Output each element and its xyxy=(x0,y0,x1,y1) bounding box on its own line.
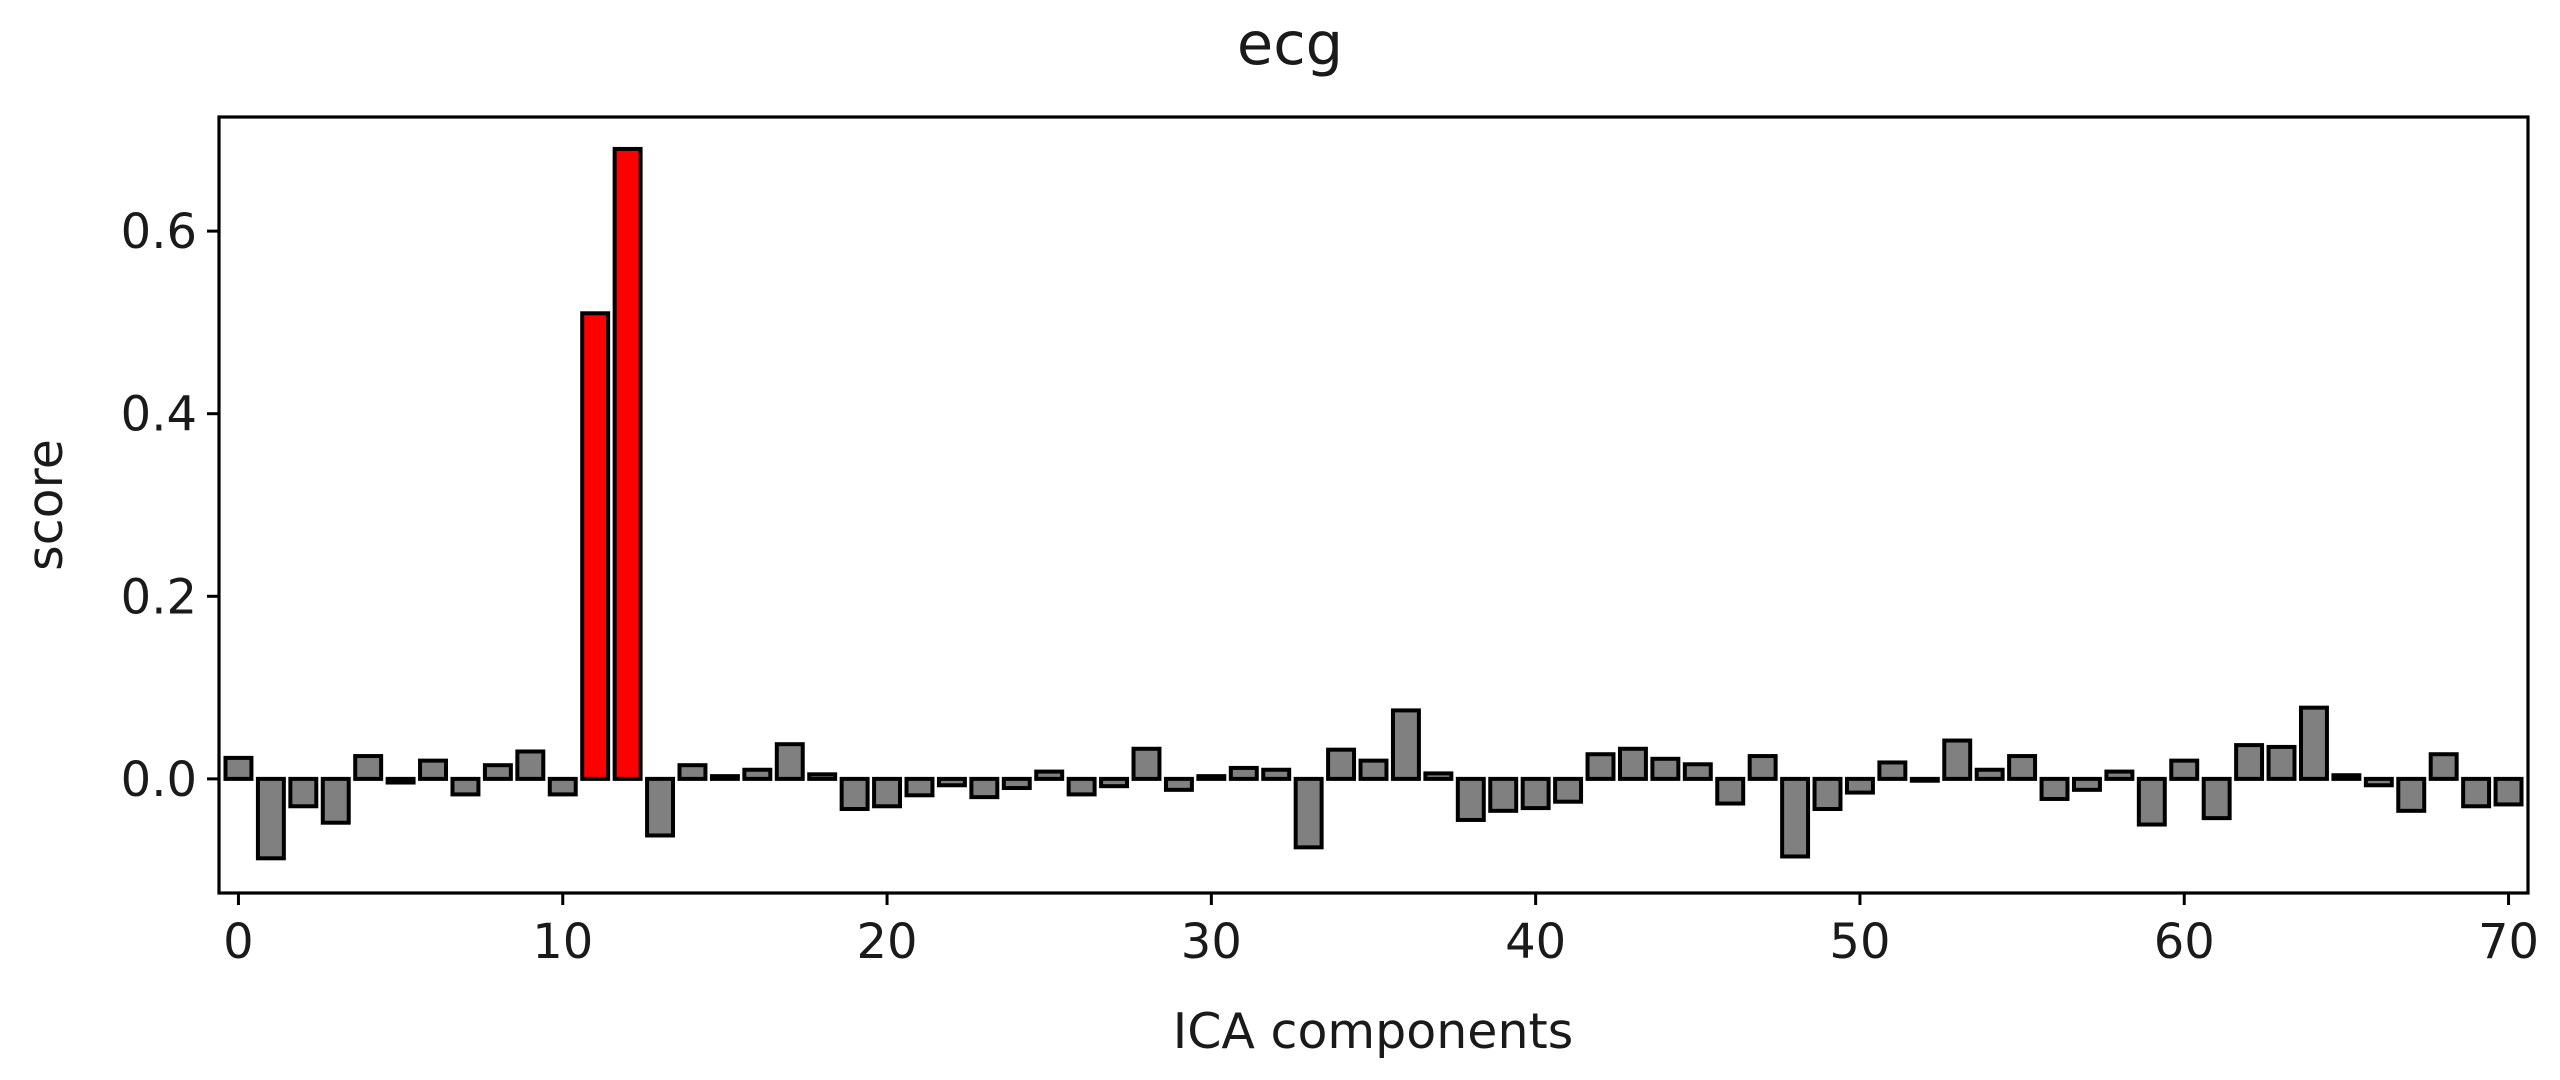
bar xyxy=(2201,776,2232,821)
bar xyxy=(1326,747,1357,781)
bar xyxy=(1488,776,1519,813)
bar xyxy=(1617,746,1648,781)
bar xyxy=(1228,765,1259,781)
bar xyxy=(1812,776,1843,812)
bar xyxy=(1585,752,1616,781)
bar xyxy=(1423,771,1454,781)
bar xyxy=(2396,776,2427,813)
bar xyxy=(1034,769,1065,781)
x-axis-ticks: 0 10 20 30 40 50 60 70 xyxy=(223,893,2539,970)
y-tick-label: 0.0 xyxy=(121,752,197,808)
bar xyxy=(742,767,773,781)
plot-frame xyxy=(217,115,2530,895)
bar-highlighted xyxy=(580,311,611,781)
bar xyxy=(482,763,513,781)
y-tick-label: 0.6 xyxy=(121,204,197,260)
bar xyxy=(677,763,708,781)
bar xyxy=(2234,743,2265,781)
bar xyxy=(2071,776,2102,792)
y-tick-label: 0.2 xyxy=(121,569,197,625)
bar xyxy=(2331,773,2362,781)
bar xyxy=(1066,776,1097,797)
bar xyxy=(353,754,384,781)
bar xyxy=(2136,776,2167,827)
bar xyxy=(2039,776,2070,801)
bar xyxy=(1163,776,1194,792)
bar xyxy=(645,776,676,838)
bar xyxy=(1650,756,1681,781)
bar xyxy=(969,776,1000,800)
x-tick-label: 50 xyxy=(1829,914,1890,970)
x-tick-label: 70 xyxy=(2478,914,2539,970)
x-axis-label: ICA components xyxy=(1173,1003,1574,1060)
bar xyxy=(1877,760,1908,781)
bar xyxy=(1099,776,1130,789)
bar xyxy=(2169,758,2200,781)
x-tick-label: 0 xyxy=(223,914,254,970)
bar xyxy=(1131,746,1162,781)
bar xyxy=(1909,776,1940,783)
bar xyxy=(288,776,319,809)
bar xyxy=(839,776,870,812)
bar xyxy=(2428,752,2459,781)
bar xyxy=(547,776,578,797)
bar xyxy=(807,772,838,781)
bar xyxy=(418,758,448,781)
bar xyxy=(936,776,967,788)
bar xyxy=(1390,708,1421,781)
bar xyxy=(1520,776,1551,811)
bar xyxy=(223,755,254,781)
bar xyxy=(450,776,481,797)
bar xyxy=(1196,774,1227,781)
bar xyxy=(2493,776,2524,807)
bar xyxy=(1974,767,2005,781)
bar xyxy=(2461,776,2492,809)
bar xyxy=(872,776,903,809)
bar xyxy=(2007,754,2038,781)
bar xyxy=(1747,754,1778,781)
bar xyxy=(904,776,935,798)
bar xyxy=(320,776,351,825)
bar xyxy=(385,776,416,785)
bar xyxy=(1715,776,1746,806)
x-tick-label: 40 xyxy=(1505,914,1566,970)
bar xyxy=(2104,769,2135,781)
x-tick-label: 10 xyxy=(532,914,593,970)
bars-group xyxy=(223,146,2524,861)
bar xyxy=(515,749,546,781)
bar xyxy=(255,776,286,861)
bar xyxy=(1455,776,1486,822)
bar xyxy=(1001,776,1032,791)
bar xyxy=(1942,738,1973,781)
bar xyxy=(1844,776,1875,795)
x-tick-label: 60 xyxy=(2154,914,2215,970)
bar xyxy=(1293,776,1324,850)
bar xyxy=(1358,758,1389,781)
bar xyxy=(774,742,805,781)
bar xyxy=(2363,776,2394,788)
chart-title: ecg xyxy=(1237,9,1343,78)
bar xyxy=(2266,744,2297,781)
bar xyxy=(1553,776,1584,804)
bar xyxy=(2298,705,2329,781)
bar xyxy=(1780,776,1811,859)
y-axis-ticks: 0.0 0.2 0.4 0.6 xyxy=(121,204,219,808)
bar xyxy=(709,774,740,781)
x-tick-label: 30 xyxy=(1181,914,1242,970)
bar-highlighted xyxy=(612,146,643,781)
x-tick-label: 20 xyxy=(857,914,918,970)
bar xyxy=(1682,762,1713,781)
bar xyxy=(1261,767,1292,781)
y-tick-label: 0.4 xyxy=(121,387,197,443)
y-axis-label: score xyxy=(17,439,74,571)
